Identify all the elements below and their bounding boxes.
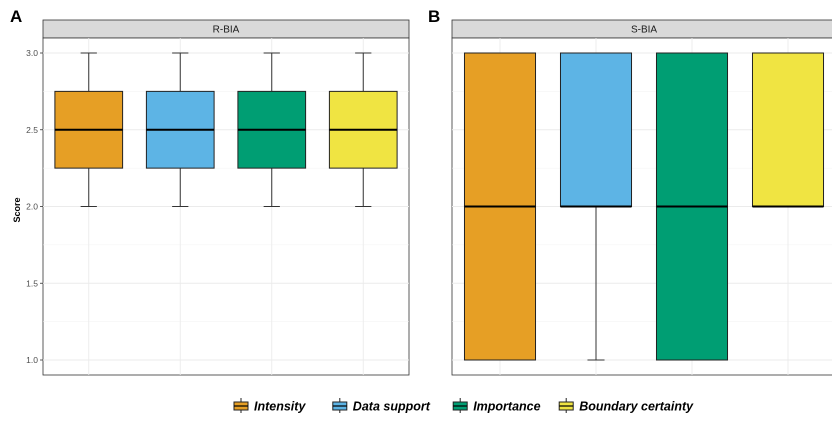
panel-a: A R-BIA 1.0 1.5 2.0 2.5 3.0 Score — [10, 7, 410, 376]
box-data-support-a — [145, 52, 215, 207]
panel-b: B S-BIA — [428, 7, 832, 376]
legend-label: Importance — [473, 400, 540, 414]
y-tick-label: 1.0 — [26, 355, 38, 365]
strip-title-s-bia: S-BIA — [631, 25, 657, 36]
legend-label: Boundary certainty — [579, 400, 694, 414]
legend-item-intensity: Intensity — [233, 398, 306, 414]
box-importance-a — [237, 52, 307, 207]
panel-letter-a: A — [10, 7, 22, 26]
panel-letter-b: B — [428, 7, 440, 26]
legend: Intensity Data support Importance Boundary … — [233, 398, 694, 414]
strip-title-r-bia: R-BIA — [213, 25, 240, 36]
y-tick-label: 3.0 — [26, 48, 38, 58]
box-intensity-a — [54, 52, 124, 207]
box-intensity-b — [463, 52, 537, 361]
box-importance-b — [655, 52, 729, 361]
box-data-support-b — [559, 52, 633, 361]
boxes-b — [463, 52, 825, 361]
box-boundary-certainty-b — [751, 52, 825, 208]
legend-item-importance: Importance — [452, 398, 541, 414]
y-tick-label: 2.0 — [26, 202, 38, 212]
legend-item-boundary-certainty: Boundary certainty — [558, 398, 694, 414]
y-tick-label: 1.5 — [26, 278, 38, 288]
y-axis-a: 1.0 1.5 2.0 2.5 3.0 — [26, 48, 43, 365]
y-tick-label: 2.5 — [26, 125, 38, 135]
legend-label: Data support — [353, 400, 431, 414]
box-boundary-certainty-a — [328, 52, 398, 207]
legend-item-data-support: Data support — [332, 398, 431, 414]
y-axis-title: Score — [12, 197, 22, 222]
boxes-a — [54, 52, 398, 207]
box-body — [751, 52, 825, 207]
legend-label: Intensity — [254, 400, 306, 414]
box-body — [559, 52, 633, 207]
